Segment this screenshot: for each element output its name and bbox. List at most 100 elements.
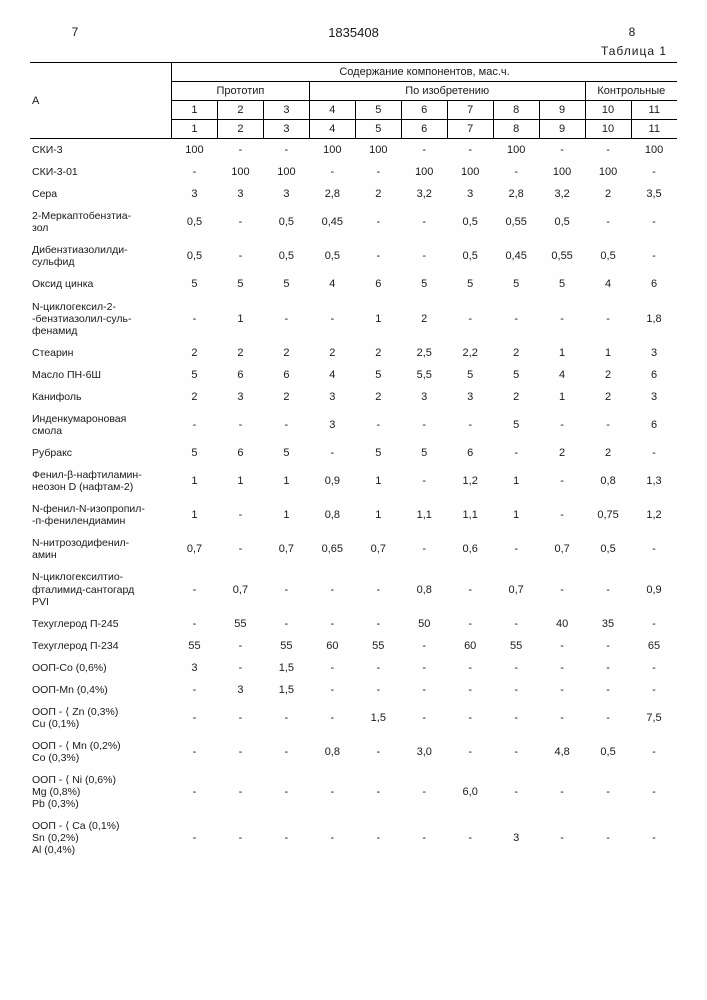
cell-value: -	[493, 701, 539, 735]
table-row: Дибензтиазолилди- сульфид0,5-0,50,5--0,5…	[30, 239, 677, 273]
cell-value: -	[539, 464, 585, 498]
page-header: 7 1835408 8	[30, 25, 677, 40]
cell-value: -	[309, 566, 355, 612]
cell-value: 1,3	[631, 464, 677, 498]
cell-value: -	[493, 613, 539, 635]
cell-value: -	[631, 442, 677, 464]
cell-value: 5	[172, 273, 218, 295]
cell-value: 5	[263, 442, 309, 464]
cell-value: -	[263, 139, 309, 162]
row-label: Техуглерод П-245	[30, 613, 172, 635]
cell-value: 100	[539, 161, 585, 183]
cell-value: -	[172, 769, 218, 815]
cell-value: 100	[263, 161, 309, 183]
cell-value: 0,7	[493, 566, 539, 612]
cell-value: -	[493, 296, 539, 342]
cell-value: 1	[217, 464, 263, 498]
cell-value: -	[447, 815, 493, 861]
cell-value: -	[263, 735, 309, 769]
cell-value: -	[309, 161, 355, 183]
cell-value: 3,5	[631, 183, 677, 205]
cell-value: -	[447, 657, 493, 679]
table-row: N-нитрозодифенил- амин0,7-0,70,650,7-0,6…	[30, 532, 677, 566]
cell-value: 4	[309, 273, 355, 295]
cell-value: 1	[172, 464, 218, 498]
cell-value: 2	[355, 386, 401, 408]
cell-value: 2,8	[309, 183, 355, 205]
cell-value: -	[447, 296, 493, 342]
cell-value: -	[263, 408, 309, 442]
cell-value: 6	[631, 408, 677, 442]
cell-value: -	[585, 139, 631, 162]
cell-value: 0,8	[401, 566, 447, 612]
cell-value: 60	[447, 635, 493, 657]
row-label: N-фенил-N-изопропил- -п-фенилендиамин	[30, 498, 172, 532]
cell-value: 3	[309, 408, 355, 442]
cell-value: -	[401, 701, 447, 735]
table-row: Масло ПН-6Ш566455,555426	[30, 364, 677, 386]
cell-value: 6	[355, 273, 401, 295]
cell-value: 6	[217, 364, 263, 386]
cell-value: 4	[309, 364, 355, 386]
cell-value: 2	[585, 364, 631, 386]
cell-value: 55	[263, 635, 309, 657]
cell-value: -	[493, 532, 539, 566]
cell-value: 1,1	[447, 498, 493, 532]
cell-value: -	[309, 679, 355, 701]
cell-value: 35	[585, 613, 631, 635]
cell-value: 3	[217, 183, 263, 205]
cell-value: 100	[355, 139, 401, 162]
cell-value: 65	[631, 635, 677, 657]
row-label: Техуглерод П-234	[30, 635, 172, 657]
cell-value: 1,2	[447, 464, 493, 498]
cell-value: 2	[172, 342, 218, 364]
cell-value: 2	[172, 386, 218, 408]
cell-value: 5,5	[401, 364, 447, 386]
cell-value: -	[309, 657, 355, 679]
cell-value: -	[172, 161, 218, 183]
table-row: Техуглерод П-245-55---50--4035-	[30, 613, 677, 635]
cell-value: -	[172, 566, 218, 612]
cell-value: -	[355, 769, 401, 815]
cell-value: -	[447, 735, 493, 769]
cell-value: -	[631, 735, 677, 769]
row-label: ООП - ⟨ Mn (0,2%) Co (0,3%)	[30, 735, 172, 769]
cell-value: -	[217, 205, 263, 239]
cell-value: 5	[447, 364, 493, 386]
row-label: Оксид цинка	[30, 273, 172, 295]
cell-value: -	[631, 815, 677, 861]
cell-value: -	[217, 498, 263, 532]
cell-value: -	[217, 769, 263, 815]
cell-value: 100	[172, 139, 218, 162]
cell-value: -	[172, 679, 218, 701]
cell-value: 5	[539, 273, 585, 295]
cell-value: 1	[539, 386, 585, 408]
row-label: Дибензтиазолилди- сульфид	[30, 239, 172, 273]
cell-value: 40	[539, 613, 585, 635]
cell-value: -	[401, 679, 447, 701]
cell-value: -	[172, 815, 218, 861]
cell-value: 2	[355, 342, 401, 364]
cell-value: -	[493, 735, 539, 769]
cell-value: 3	[631, 342, 677, 364]
cell-value: -	[539, 566, 585, 612]
cell-value: -	[539, 769, 585, 815]
cell-value: -	[585, 657, 631, 679]
cell-value: -	[493, 442, 539, 464]
row-label: СКИ-3-01	[30, 161, 172, 183]
cell-value: 2	[493, 342, 539, 364]
row-label: Канифоль	[30, 386, 172, 408]
cell-value: 0,6	[447, 532, 493, 566]
cell-value: -	[631, 239, 677, 273]
cell-value: -	[263, 613, 309, 635]
cell-value: -	[217, 657, 263, 679]
table-label: Таблица 1	[30, 44, 677, 58]
table-row: СКИ-3100--100100--100--100	[30, 139, 677, 162]
cell-value: 1	[263, 498, 309, 532]
cell-value: -	[355, 679, 401, 701]
cell-value: 5	[401, 442, 447, 464]
cell-value: -	[585, 815, 631, 861]
cell-value: -	[355, 735, 401, 769]
cell-value: 0,8	[309, 498, 355, 532]
table-row: Фенил-β-нафтиламин- неозон D (нафтам-2)1…	[30, 464, 677, 498]
